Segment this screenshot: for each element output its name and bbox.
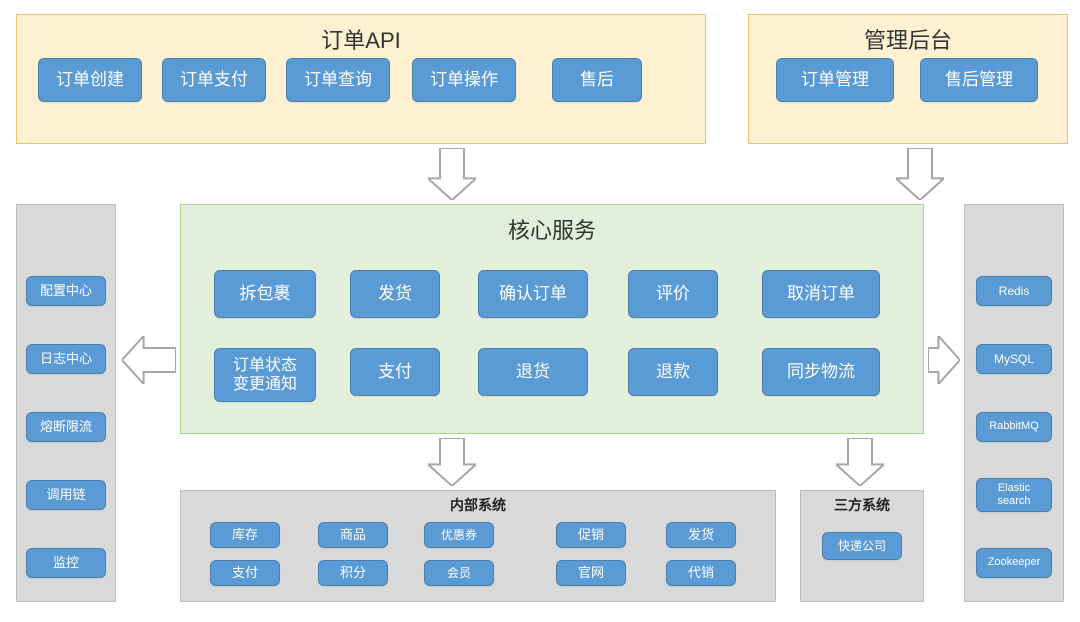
panel-admin-title: 管理后台 (749, 15, 1067, 55)
btn-left-3: 调用链 (26, 480, 106, 510)
btn-admin-0: 订单管理 (776, 58, 894, 102)
btn-left-4: 监控 (26, 548, 106, 578)
btn-left-1: 日志中心 (26, 344, 106, 374)
btn-api-2: 订单查询 (286, 58, 390, 102)
btn-right-1: MySQL (976, 344, 1052, 374)
btn-core-0: 拆包裹 (214, 270, 316, 318)
arrow-core-to-third (836, 438, 884, 486)
btn-right-0: Redis (976, 276, 1052, 306)
btn-internal-3: 促销 (556, 522, 626, 548)
btn-core-9: 同步物流 (762, 348, 880, 396)
btn-core-3: 评价 (628, 270, 718, 318)
btn-core-4: 取消订单 (762, 270, 880, 318)
btn-admin-1: 售后管理 (920, 58, 1038, 102)
btn-core-1: 发货 (350, 270, 440, 318)
btn-api-0: 订单创建 (38, 58, 142, 102)
btn-right-4: Zookeeper (976, 548, 1052, 578)
btn-internal-9: 代销 (666, 560, 736, 586)
btn-api-4: 售后 (552, 58, 642, 102)
panel-core-title: 核心服务 (181, 205, 923, 245)
panel-internal-title: 内部系统 (181, 491, 775, 515)
btn-internal-4: 发货 (666, 522, 736, 548)
btn-internal-8: 官网 (556, 560, 626, 586)
btn-core-2: 确认订单 (478, 270, 588, 318)
btn-api-1: 订单支付 (162, 58, 266, 102)
btn-internal-1: 商品 (318, 522, 388, 548)
btn-third-0: 快递公司 (822, 532, 902, 560)
btn-right-2: RabbitMQ (976, 412, 1052, 442)
btn-core-6: 支付 (350, 348, 440, 396)
btn-left-2: 熔断限流 (26, 412, 106, 442)
btn-core-5: 订单状态 变更通知 (214, 348, 316, 402)
arrow-core-to-right (928, 336, 960, 384)
arrow-admin-to-core (896, 148, 944, 200)
btn-core-8: 退款 (628, 348, 718, 396)
panel-third-title: 三方系统 (801, 491, 923, 515)
panel-right (964, 204, 1064, 602)
arrow-api-to-core (428, 148, 476, 200)
btn-internal-7: 会员 (424, 560, 494, 586)
panel-left (16, 204, 116, 602)
btn-core-7: 退货 (478, 348, 588, 396)
btn-internal-0: 库存 (210, 522, 280, 548)
btn-internal-6: 积分 (318, 560, 388, 586)
arrow-core-to-internal (428, 438, 476, 486)
btn-internal-5: 支付 (210, 560, 280, 586)
arrow-core-to-left (122, 336, 176, 384)
btn-api-3: 订单操作 (412, 58, 516, 102)
btn-left-0: 配置中心 (26, 276, 106, 306)
btn-internal-2: 优惠券 (424, 522, 494, 548)
btn-right-3: Elastic search (976, 478, 1052, 512)
panel-api-title: 订单API (17, 15, 705, 55)
